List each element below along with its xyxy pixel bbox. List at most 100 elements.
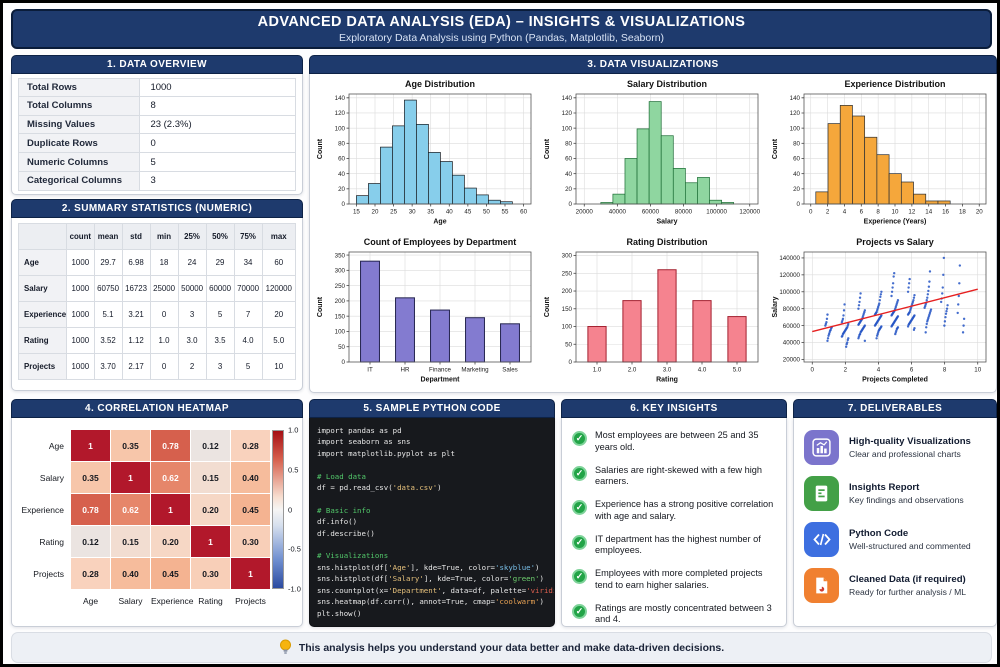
deliverable-item: Insights Report Key findings and observat… [804,476,986,511]
summary-col-header: mean [93,223,123,250]
svg-text:200: 200 [335,298,346,305]
deliverable-subtitle: Clear and professional charts [849,449,961,459]
summary-cell: 60 [261,249,297,276]
summary-cell: 5 [233,353,263,380]
code-token: import seaborn as sns [317,437,411,447]
code-token: # Load data [317,471,366,481]
summary-table: count mean std min 25% 50% 75% max Age 1000 29.7 6.… [17,223,297,380]
panel-key-insights: 6. KEY INSIGHTS ✓ Most employees are betw… [561,399,787,627]
summary-cell: 5 [205,301,235,328]
page-title: ADVANCED DATA ANALYSIS (EDA) – INSIGHTS … [257,14,746,30]
deliverable-title: Python Code [849,528,909,539]
overview-row-label: Missing Values [19,115,141,134]
code-token: ], kde=True, color= [410,562,495,572]
svg-text:30: 30 [409,208,416,215]
svg-text:60000: 60000 [642,208,660,215]
overview-row-value: 3 [150,175,156,187]
salary-distribution-chart: 0 20 40 60 80 100 120 140 20000 40000 60000 80000 10… [544,79,761,226]
deliverable-title: Insights Report [849,482,920,493]
summary-row: Age 1000 29.7 6.98 18 24 29 34 60 [17,249,297,276]
svg-text:6: 6 [910,366,914,373]
svg-text:Experience (Years): Experience (Years) [863,218,926,225]
overview-row-value: 23 (2.3%) [150,118,192,130]
heatmap-col-labels: Age Salary Experience Rating Projects [16,593,270,606]
summary-cell: 3 [177,301,207,328]
code-token: plt.show() [317,608,362,618]
svg-text:140: 140 [789,94,800,101]
deliverable-item: High-quality Visualizations Clear and pro… [804,430,986,465]
svg-text:100: 100 [562,323,573,330]
heatmap-body: Age 1 0.35 0.78 0.12 0.28 Salary 0.35 1 0.62 0.15 0… [11,418,303,627]
svg-text:Count: Count [544,138,551,159]
svg-text:140000: 140000 [779,255,800,262]
insight-item: ✓ IT department has the highest number of… [572,534,776,558]
main-header: ADVANCED DATA ANALYSIS (EDA) – INSIGHTS … [11,9,992,49]
svg-text:8: 8 [943,366,947,373]
svg-text:140: 140 [335,94,346,101]
heatmap-cell: 0.20 [151,526,190,557]
code-line: plt.show() [317,608,547,619]
svg-text:60: 60 [520,208,527,215]
summary-cell: 1000 [66,249,95,276]
age-distribution-chart: 0 20 40 60 80 100 120 140 15 20 25 30 35 40 45 50 55 60 Ag… [317,79,532,225]
chart-cell: 0 50 100 150 200 250 300 1.0 2.0 3.0 4.0 5.0 Rating C… [539,233,766,391]
summary-cell: 29.7 [93,249,123,276]
svg-text:Salary Distribution: Salary Distribution [627,79,707,89]
summary-cell: 3 [205,353,235,380]
svg-text:100: 100 [335,125,346,132]
svg-text:80000: 80000 [675,208,693,215]
svg-text:50: 50 [338,343,345,350]
code-token: 'coolwarm' [494,597,540,607]
code-icon [804,522,839,557]
svg-text:120: 120 [335,110,346,117]
svg-text:20: 20 [566,186,573,193]
svg-text:Salary: Salary [772,296,779,317]
svg-text:10: 10 [974,366,981,373]
svg-text:0: 0 [809,208,813,215]
heatmap-cell: 0.78 [71,494,110,525]
code-token: ], kde=True, color= [423,574,509,584]
code-line: import pandas as pd [317,425,547,436]
svg-text:Department: Department [421,376,461,383]
deliverable-title: High-quality Visualizations [849,436,971,447]
overview-row-label: Duplicate Rows [19,134,141,153]
chart-cell: 20000 40000 60000 80000 100000 120000 140000 0 2… [767,233,994,391]
code-line [317,493,547,504]
svg-text:Count: Count [544,296,551,317]
summary-cell: 1000 [66,353,95,380]
svg-text:20000: 20000 [783,356,801,363]
deliverable-texts: Python Code Well-structured and commented [849,528,971,551]
code-token: , data=df, palette= [441,585,527,595]
experience-distribution-chart: 0 20 40 60 80 100 120 140 0 2 4 6 8 10 12 14 16 18 20 Exper… [772,79,987,225]
code-line [317,459,547,470]
panel-data-visualizations: 3. DATA VISUALIZATIONS 0 20 40 60 80 100 120 14… [309,55,997,393]
svg-text:20000: 20000 [576,208,594,215]
svg-text:150: 150 [335,313,346,320]
svg-text:Rating Distribution: Rating Distribution [627,237,708,247]
svg-text:40: 40 [338,170,345,177]
summary-cell: 2 [177,353,207,380]
heatmap-row-label: Age [48,440,64,451]
heatmap-cell: 1 [71,430,110,461]
summary-cell: 6.98 [121,249,151,276]
overview-row: Total Columns 8 [18,96,296,116]
svg-text:40: 40 [566,170,573,177]
svg-text:Projects vs Salary: Projects vs Salary [856,237,934,247]
summary-cell: 1000 [66,301,95,328]
count-of-employees-by-department-chart: 0 50 100 150 200 250 300 350 IT HR Finance Marketin… [317,237,532,383]
svg-text:60: 60 [566,155,573,162]
heatmap-cell: 0.40 [111,558,150,589]
svg-text:100: 100 [789,125,800,132]
svg-text:20: 20 [793,186,800,193]
svg-text:1.0: 1.0 [593,366,602,373]
insight-item: ✓ Ratings are mostly concentrated between… [572,603,776,626]
svg-text:300: 300 [335,267,346,274]
projects-vs-salary-chart: 20000 40000 60000 80000 100000 120000 140000 0 2… [772,237,987,383]
code-line: import seaborn as sns [317,436,547,447]
svg-text:5.0: 5.0 [733,366,742,373]
code-line: sns.histplot(df['Age'], kde=True, color=… [317,562,547,573]
heatmap-cell: 0.12 [191,430,230,461]
svg-text:Salary: Salary [657,218,678,225]
summary-cell: 20 [261,301,297,328]
summary-table-wrap: count mean std min 25% 50% 75% max Age 1000 29.7 6.… [11,218,303,391]
